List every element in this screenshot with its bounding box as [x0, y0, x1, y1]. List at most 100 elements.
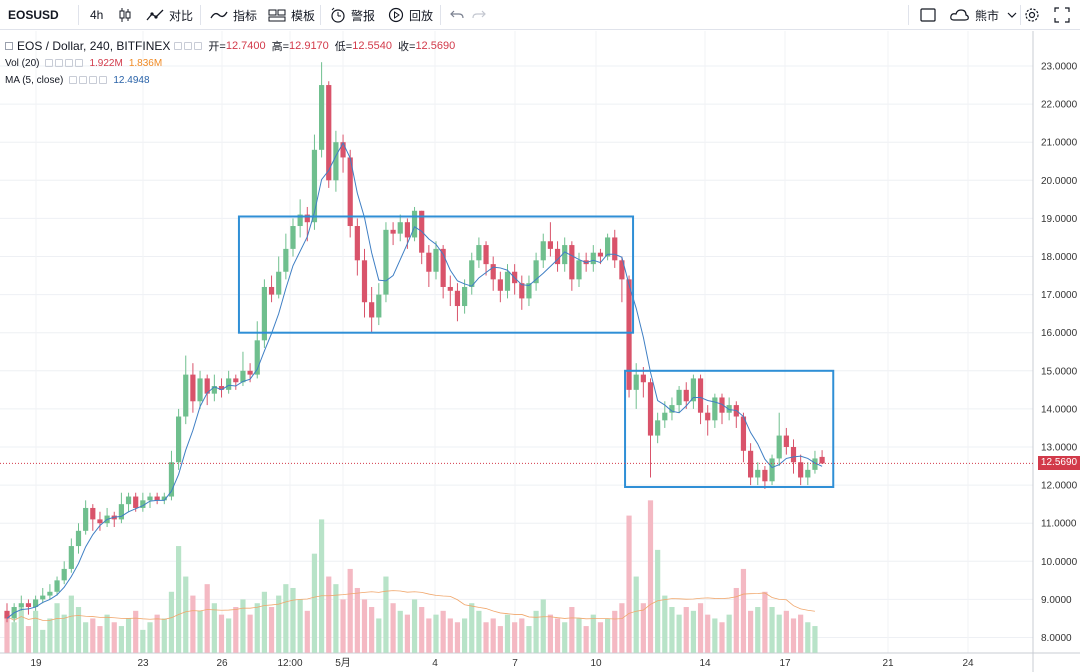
volume-bar	[676, 614, 682, 653]
volume-bar	[111, 622, 117, 653]
compare-button[interactable]: 对比	[146, 0, 193, 30]
volume-bar	[540, 599, 546, 653]
templates-button[interactable]: 模板	[268, 0, 315, 30]
candle-body	[554, 248, 561, 265]
eye-icon[interactable]	[69, 76, 78, 84]
candle-body	[276, 271, 282, 295]
volume-bar	[254, 603, 260, 653]
volume-ma-value: 1.836M	[128, 57, 163, 69]
x-tick-label: 21	[882, 658, 894, 669]
templates-label: 模板	[291, 8, 316, 23]
volume-bar	[419, 607, 425, 653]
x-tick-label: 4	[432, 658, 438, 669]
volume-bar	[118, 626, 124, 653]
volume-bar	[311, 553, 318, 653]
close-value: 12.5690	[415, 40, 456, 52]
more-icon[interactable]	[194, 42, 203, 50]
volume-bar	[354, 587, 360, 653]
candle-body	[218, 386, 225, 390]
undo-button[interactable]	[450, 0, 464, 30]
chart-pane[interactable]: 8.0000 9.0000 10.0000 11.0000 12.0000 13.0000…	[0, 31, 1080, 672]
interval-label: 4h	[90, 8, 104, 22]
volume-bar	[640, 603, 646, 653]
candle-body	[190, 374, 196, 402]
volume-bar	[369, 607, 375, 653]
eye-icon[interactable]	[45, 59, 54, 67]
settings-icon[interactable]	[184, 42, 193, 50]
indicators-button[interactable]: 指标	[210, 0, 257, 30]
y-tick-label: 14.0000	[1041, 404, 1078, 415]
volume-bar	[769, 607, 775, 653]
candle-body	[612, 237, 618, 261]
volume-bar	[54, 603, 60, 653]
candle-body	[447, 286, 453, 291]
x-tick-label: 19	[30, 658, 42, 669]
x-tick-label: 7	[512, 658, 518, 669]
candle-body	[776, 435, 782, 459]
volume-bar	[612, 610, 618, 653]
volume-bar	[512, 622, 518, 653]
chart-type-button[interactable]	[118, 0, 132, 30]
volume-bar	[697, 603, 704, 653]
y-tick-label: 15.0000	[1041, 366, 1078, 377]
interval-button[interactable]: 4h	[90, 0, 103, 30]
volume-bar	[426, 618, 432, 653]
close-icon[interactable]	[89, 76, 98, 84]
candle-body	[433, 248, 439, 272]
candle-body	[755, 469, 761, 478]
candle-body	[726, 405, 732, 413]
ma-legend: MA (5, close) 12.4948	[5, 73, 150, 87]
price-chart[interactable]: 8.0000 9.0000 10.0000 11.0000 12.0000 13.0000…	[0, 31, 1080, 672]
candle-body	[47, 591, 53, 596]
volume-bar	[483, 622, 489, 653]
range-box	[237, 215, 635, 334]
collapse-legend-icon[interactable]	[5, 42, 13, 50]
candle-body	[812, 458, 818, 470]
volume-bar	[154, 614, 160, 653]
candle-body	[326, 85, 332, 181]
close-icon[interactable]	[65, 59, 74, 67]
replay-button[interactable]: 回放	[388, 0, 433, 30]
volume-bar	[569, 607, 575, 653]
candle-body	[469, 260, 475, 287]
volume-bar	[290, 587, 296, 653]
fullscreen-icon	[1054, 7, 1070, 23]
candle-body	[297, 214, 303, 227]
y-tick-label: 10.0000	[1041, 557, 1078, 568]
candle-body	[147, 496, 153, 501]
candle-body	[340, 142, 346, 158]
volume-bar	[25, 626, 32, 653]
toolbar-divider	[200, 5, 201, 25]
volume-bar	[504, 614, 511, 653]
volume-bar	[297, 599, 303, 653]
x-tick-label: 24	[962, 658, 974, 669]
theme-button[interactable]: 熊市	[950, 0, 1017, 30]
volume-bar	[597, 622, 604, 653]
symbol-search[interactable]: EOSUSD	[8, 0, 59, 30]
settings-icon[interactable]	[55, 59, 64, 67]
settings-icon[interactable]	[79, 76, 88, 84]
toolbar-divider	[440, 5, 441, 25]
more-icon[interactable]	[99, 76, 108, 84]
gear-icon	[1025, 8, 1039, 22]
settings-button[interactable]	[1024, 0, 1040, 30]
candle-body	[647, 382, 654, 436]
volume-bar	[383, 576, 389, 653]
y-tick-label: 8.0000	[1041, 633, 1072, 644]
candle-body	[576, 260, 582, 280]
candle-body	[54, 580, 60, 592]
fullscreen-button[interactable]	[1054, 0, 1070, 30]
fullscreen-frame-button[interactable]	[920, 0, 936, 30]
volume-bar	[75, 607, 82, 653]
eye-icon[interactable]	[174, 42, 183, 50]
candle-body	[226, 378, 232, 390]
more-icon[interactable]	[75, 59, 84, 67]
ma-line	[6, 141, 823, 619]
redo-button[interactable]	[472, 0, 486, 30]
alert-button[interactable]: 警报	[330, 0, 375, 30]
volume-bar	[662, 595, 668, 653]
candle-body	[133, 496, 139, 508]
candle-body	[411, 210, 418, 238]
candle-body	[319, 85, 325, 150]
replay-label: 回放	[409, 8, 434, 23]
